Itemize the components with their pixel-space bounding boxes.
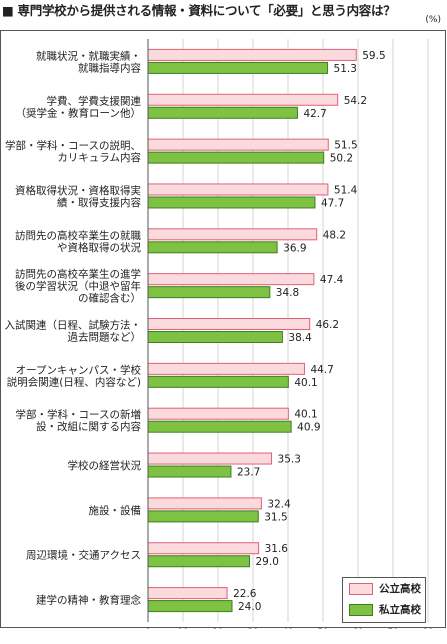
- tick-label: 30: [248, 628, 259, 629]
- category-label: 就職指導内容: [78, 61, 141, 74]
- bar: [147, 228, 318, 241]
- category-label: 学校の経営状況: [68, 459, 142, 472]
- data-label: 40.1: [294, 409, 317, 421]
- bar: [147, 48, 357, 61]
- legend-swatch-private: [349, 603, 373, 616]
- legend-label-private: 私立高校: [379, 604, 421, 616]
- category-label: 建学の精神・教育理念: [36, 594, 141, 607]
- data-label: 23.7: [237, 467, 260, 479]
- data-label: 40.9: [297, 422, 320, 434]
- tick-label: 0: [145, 628, 150, 629]
- category-label: カリキュラム内容: [57, 151, 141, 164]
- legend-label-public: 公立高校: [379, 583, 421, 595]
- data-label: 47.7: [321, 197, 344, 209]
- category-label: オープンキャンパス・学校: [16, 363, 142, 376]
- bar: [147, 286, 271, 299]
- data-label: 54.2: [344, 95, 367, 107]
- bar: [147, 362, 305, 375]
- bar: [147, 375, 289, 388]
- tick-label: 20: [213, 628, 224, 629]
- bar: [147, 407, 289, 420]
- bar: [147, 587, 228, 600]
- bar: [147, 151, 325, 164]
- category-label: 後の学習状況（中退や留年: [15, 280, 141, 293]
- data-label: 34.8: [276, 287, 299, 299]
- bar: [147, 465, 232, 478]
- tick-label: 50: [318, 628, 329, 629]
- bar: [147, 138, 329, 151]
- tick-label: 10: [178, 628, 189, 629]
- category-label: 過去問題など）: [68, 332, 142, 344]
- category-label: 就職状況・就職実績・: [36, 49, 141, 62]
- data-label: 38.4: [288, 332, 312, 344]
- tick-label: 80: [423, 628, 434, 629]
- bar: [147, 510, 259, 523]
- data-label: 51.5: [334, 140, 357, 152]
- data-label: 31.6: [265, 543, 289, 555]
- bar-chart: 就職状況・就職実績・就職指導内容 59.5 51.3 学費、学費支援関連（奨学金・教育…: [5, 39, 434, 629]
- legend-item-public: 公立高校: [343, 578, 425, 599]
- category-label: 学部・学科・コースの新増: [16, 408, 141, 421]
- data-label: 46.2: [316, 319, 339, 331]
- data-label: 51.4: [334, 184, 358, 196]
- category-label: 入試関連（日程、試験方法・: [5, 319, 142, 332]
- data-label: 40.1: [294, 377, 317, 389]
- tick-label: 60: [353, 628, 364, 629]
- data-label: 36.9: [283, 242, 306, 254]
- category-label: 資格取得状況・資格取得実: [15, 184, 141, 197]
- category-label: 訪問先の高校卒業生の就職: [15, 229, 141, 242]
- data-label: 48.2: [323, 229, 346, 241]
- data-label: 59.5: [362, 50, 385, 62]
- bar: [147, 241, 278, 254]
- bar: [147, 183, 329, 196]
- chart-title: ■ 専門学校から提供される情報・資料について「必要」と思う内容は？: [2, 3, 396, 18]
- category-label: 訪問先の高校卒業生の進学: [15, 268, 141, 281]
- data-label: 50.2: [330, 153, 353, 165]
- data-label: 51.3: [334, 63, 357, 75]
- category-label: 説明会関連(日程、内容など): [7, 375, 141, 388]
- legend-swatch-public: [349, 582, 373, 595]
- data-label: 29.0: [256, 556, 279, 568]
- category-label: や資格取得の状況: [57, 241, 141, 254]
- tick-label: 40: [283, 628, 294, 629]
- category-label: 設・改組に関する内容: [36, 420, 141, 433]
- bar: [147, 600, 233, 613]
- category-label: （奨学金・教育ローン他）: [16, 106, 141, 119]
- data-label: 31.5: [264, 511, 287, 523]
- category-label: 施設・設備: [89, 504, 142, 517]
- legend-item-private: 私立高校: [343, 599, 425, 620]
- category-label: 周辺環境・交通アクセス: [26, 549, 141, 562]
- bar: [147, 318, 311, 330]
- bar: [147, 555, 250, 568]
- data-label: 44.7: [310, 364, 333, 376]
- category-label: 学部・学科・コースの説明、: [5, 139, 141, 152]
- data-label: 35.3: [278, 454, 301, 466]
- bar: [147, 273, 315, 286]
- chart-frame: 就職状況・就職実績・ 就職指導内容 59.5 51.3 学費、学費支援関連 （奨学金・教育…: [0, 30, 446, 629]
- bar: [147, 420, 292, 433]
- bar: [147, 452, 273, 465]
- bar: [147, 61, 329, 74]
- data-label: 32.4: [267, 498, 291, 510]
- tick-label: 70: [388, 628, 399, 629]
- data-label: 42.7: [303, 108, 326, 120]
- category-label: 績・取得支援内容: [57, 196, 141, 209]
- bar: [147, 331, 283, 343]
- bar: [147, 196, 316, 209]
- category-label: 学費、学費支援関連: [47, 94, 142, 107]
- bar: [147, 106, 298, 119]
- bar: [147, 542, 260, 555]
- legend: 公立高校 私立高校: [342, 577, 426, 623]
- data-label: 47.4: [320, 274, 344, 286]
- bar: [147, 497, 262, 510]
- unit-label: (%): [425, 15, 441, 25]
- bar: [147, 93, 339, 106]
- data-label: 24.0: [238, 601, 261, 613]
- category-label: の確認含む）: [78, 292, 141, 305]
- data-label: 22.6: [233, 588, 257, 600]
